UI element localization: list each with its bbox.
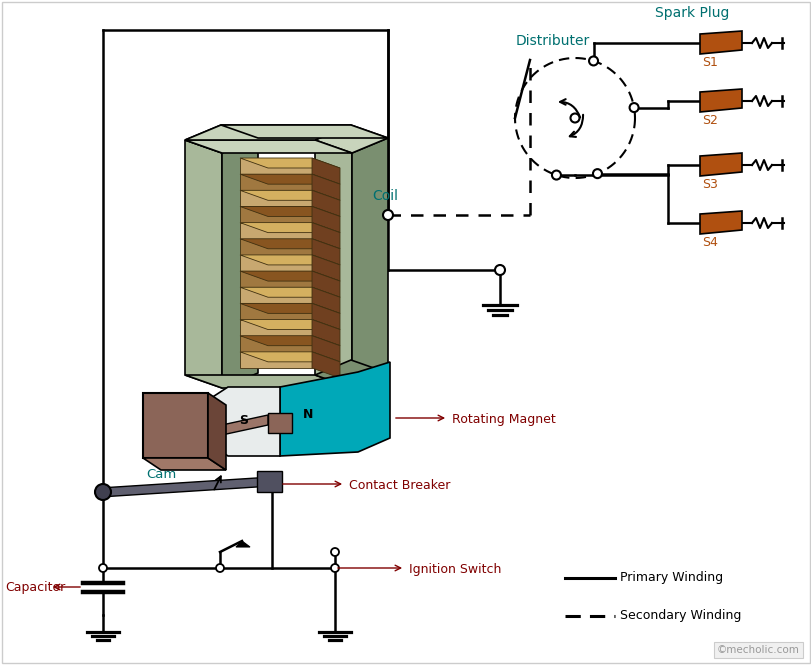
Polygon shape <box>311 239 340 265</box>
Polygon shape <box>100 477 272 497</box>
Polygon shape <box>240 303 340 313</box>
Polygon shape <box>311 352 340 378</box>
Polygon shape <box>311 336 340 362</box>
Polygon shape <box>315 125 388 153</box>
Polygon shape <box>280 362 389 456</box>
Polygon shape <box>699 153 741 176</box>
Polygon shape <box>311 174 340 200</box>
Polygon shape <box>221 138 258 388</box>
Circle shape <box>588 57 598 65</box>
Circle shape <box>383 210 393 220</box>
Polygon shape <box>240 223 311 239</box>
Polygon shape <box>240 303 311 320</box>
Polygon shape <box>315 360 388 388</box>
Polygon shape <box>240 239 311 255</box>
Polygon shape <box>240 158 340 168</box>
Polygon shape <box>240 336 311 352</box>
Polygon shape <box>240 190 340 200</box>
Text: N: N <box>303 408 313 420</box>
Polygon shape <box>185 140 351 153</box>
Polygon shape <box>185 125 258 153</box>
Text: S1: S1 <box>702 56 717 69</box>
Polygon shape <box>240 255 340 265</box>
Text: Cam: Cam <box>146 468 176 481</box>
Circle shape <box>331 548 338 556</box>
Polygon shape <box>240 206 311 223</box>
Polygon shape <box>240 174 311 190</box>
Polygon shape <box>240 174 340 184</box>
Polygon shape <box>315 140 351 388</box>
Polygon shape <box>240 320 311 336</box>
Polygon shape <box>208 415 268 438</box>
Polygon shape <box>699 211 741 234</box>
Polygon shape <box>311 190 340 217</box>
Polygon shape <box>185 375 351 388</box>
Polygon shape <box>240 158 311 174</box>
Text: Primary Winding: Primary Winding <box>620 571 723 585</box>
Polygon shape <box>185 125 350 140</box>
Polygon shape <box>240 190 311 206</box>
Circle shape <box>570 114 579 122</box>
Polygon shape <box>311 303 340 330</box>
Circle shape <box>551 170 560 180</box>
Text: Distributer: Distributer <box>515 34 590 48</box>
Polygon shape <box>240 336 340 346</box>
Polygon shape <box>268 413 292 433</box>
Polygon shape <box>240 287 340 297</box>
Circle shape <box>216 564 224 572</box>
Polygon shape <box>699 31 741 54</box>
Text: mecholic.com: mecholic.com <box>233 320 387 340</box>
Polygon shape <box>240 239 340 249</box>
Text: S3: S3 <box>702 178 717 191</box>
Text: S4: S4 <box>702 236 717 249</box>
Text: Coil: Coil <box>371 189 397 203</box>
Text: Rotating Magnet: Rotating Magnet <box>452 413 555 426</box>
Polygon shape <box>240 320 340 330</box>
Polygon shape <box>699 89 741 112</box>
Text: ©mecholic.com: ©mecholic.com <box>716 645 799 655</box>
Polygon shape <box>240 352 311 368</box>
Text: Spark Plug: Spark Plug <box>654 6 728 20</box>
Circle shape <box>99 564 107 572</box>
Text: Contact Breaker: Contact Breaker <box>349 479 450 492</box>
Polygon shape <box>311 287 340 313</box>
Polygon shape <box>143 393 208 458</box>
Circle shape <box>629 103 637 112</box>
Polygon shape <box>240 223 340 233</box>
Polygon shape <box>143 458 225 470</box>
Polygon shape <box>185 140 221 388</box>
Polygon shape <box>311 223 340 249</box>
Polygon shape <box>240 352 340 362</box>
Text: Ignition Switch: Ignition Switch <box>409 563 500 576</box>
Circle shape <box>592 169 601 178</box>
Polygon shape <box>240 255 311 271</box>
Polygon shape <box>236 541 250 547</box>
Polygon shape <box>311 206 340 233</box>
Polygon shape <box>351 138 388 388</box>
Circle shape <box>331 564 338 572</box>
Polygon shape <box>311 158 340 184</box>
Text: Capacitor: Capacitor <box>5 581 65 594</box>
Polygon shape <box>311 271 340 297</box>
Polygon shape <box>240 271 311 287</box>
Polygon shape <box>257 471 281 492</box>
Polygon shape <box>240 206 340 217</box>
Polygon shape <box>311 255 340 281</box>
Polygon shape <box>208 387 280 456</box>
Circle shape <box>95 484 111 500</box>
Polygon shape <box>208 393 225 470</box>
Circle shape <box>495 265 504 275</box>
Text: Secondary Winding: Secondary Winding <box>620 610 740 622</box>
Polygon shape <box>240 287 311 303</box>
Polygon shape <box>240 271 340 281</box>
Text: S2: S2 <box>702 114 717 127</box>
Polygon shape <box>311 320 340 346</box>
Polygon shape <box>221 125 388 138</box>
Text: S: S <box>239 414 248 426</box>
